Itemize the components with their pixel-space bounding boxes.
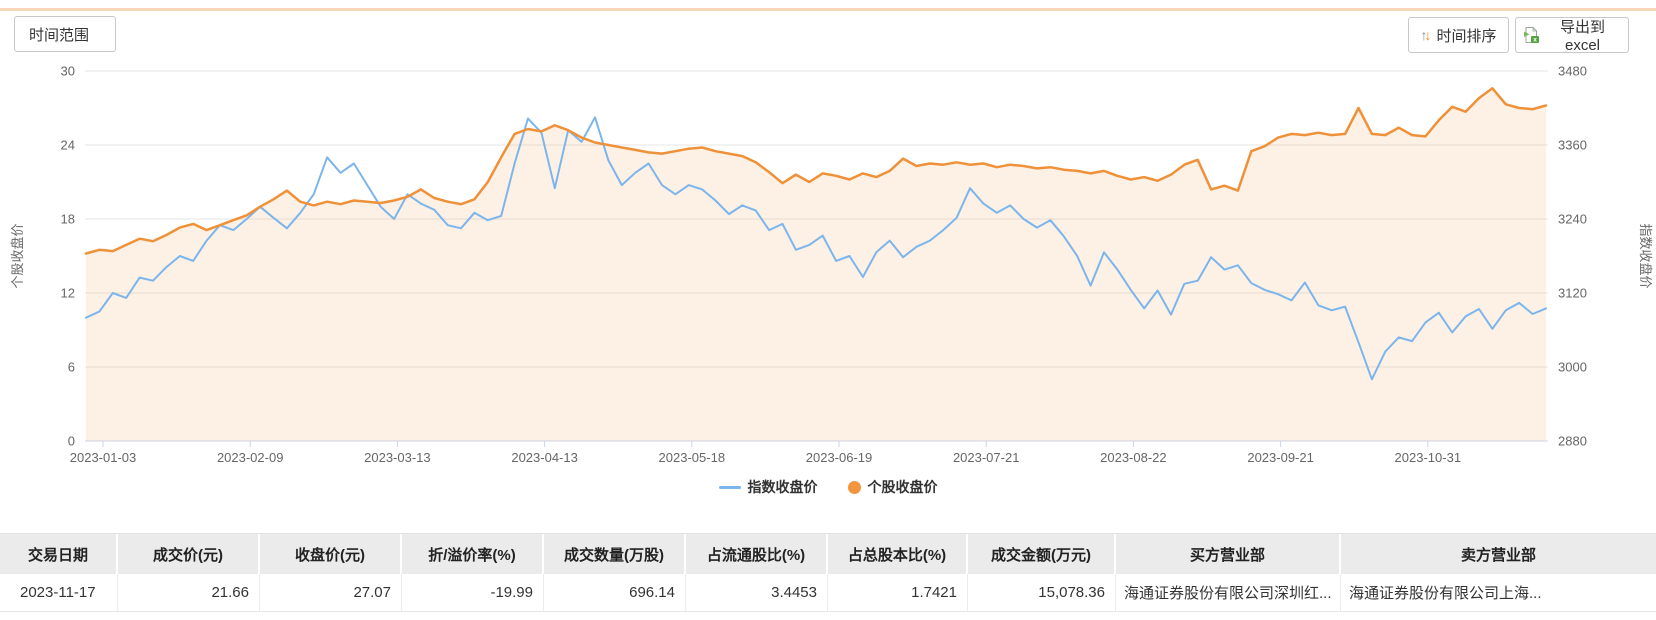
right-axis-tick: 2880: [1558, 434, 1587, 449]
right-axis-tick: 3120: [1558, 286, 1587, 301]
left-axis-tick: 24: [61, 138, 75, 153]
x-tick-label: 2023-02-09: [217, 450, 284, 465]
left-axis-tick: 0: [68, 434, 75, 449]
time-sort-label: 时间排序: [1436, 27, 1497, 45]
right-axis-title: 指数收盘价: [1638, 223, 1653, 288]
time-range-label: 时间范围: [29, 26, 90, 44]
table-header-cell-7: 成交金额(万元): [968, 534, 1116, 574]
excel-icon: x: [1522, 26, 1540, 44]
table-header-cell-2: 收盘价(元): [260, 534, 402, 574]
right-axis-tick: 3000: [1558, 360, 1587, 375]
x-tick-label: 2023-03-13: [364, 450, 431, 465]
table-body: 2023-11-17 21.66 27.07 -19.99 696.14 3.4453 1.…: [0, 574, 1656, 612]
table-cell-7: 15,078.36: [968, 574, 1116, 611]
table-header-cell-9: 卖方营业部: [1460, 546, 1536, 564]
sort-arrows-icon: ↑↓: [1420, 26, 1432, 43]
time-sort-button[interactable]: ↑↓ 时间排序: [1408, 17, 1509, 53]
orange-dot-swatch: [847, 480, 861, 494]
left-axis-tick: 30: [61, 64, 75, 79]
table-cell-0: 2023-11-17: [0, 574, 118, 611]
stock-area-fill: [86, 88, 1546, 442]
x-tick-label: 2023-09-21: [1247, 450, 1314, 465]
table-header-cell-4: 成交数量(万股): [544, 534, 686, 574]
x-tick-label: 2023-05-18: [659, 450, 726, 465]
legend-item-stock[interactable]: 个股收盘价: [847, 477, 938, 497]
table-cell-4: 696.14: [544, 574, 686, 611]
top-accent-line: [0, 8, 1656, 11]
x-tick-label: 2023-06-19: [806, 450, 873, 465]
blue-line-swatch: [718, 485, 741, 489]
right-axis-tick: 3480: [1558, 64, 1587, 79]
x-tick-label: 2023-04-13: [511, 450, 578, 465]
export-excel-label: 导出到excel: [1559, 19, 1605, 54]
legend-label-stock: 个股收盘价: [867, 479, 938, 495]
time-range-button[interactable]: 时间范围: [14, 16, 116, 52]
x-tick-label: 2023-08-22: [1100, 450, 1167, 465]
table-cell-5: 3.4453: [686, 574, 828, 611]
table-header-cell-3: 折/溢价率(%): [402, 534, 544, 574]
export-excel-button[interactable]: x 导出到excel: [1515, 17, 1629, 54]
table-cell-8: 海通证券股份有限公司深圳红...: [1116, 574, 1341, 611]
table-cell-9: 海通证券股份有限公司上海...: [1349, 585, 1542, 602]
table-cell-6: 1.7421: [828, 574, 968, 611]
left-axis-tick: 6: [68, 360, 75, 375]
table-data-row[interactable]: 2023-11-17 21.66 27.07 -19.99 696.14 3.4453 1.…: [0, 574, 1656, 612]
table-cell-2: 27.07: [260, 574, 402, 611]
x-tick-label: 2023-07-21: [953, 450, 1020, 465]
right-axis-tick: 3360: [1558, 138, 1587, 153]
table-header-cell-8: 买方营业部: [1116, 534, 1341, 574]
block-trades-table: 交易日期 成交价(元) 收盘价(元) 折/溢价率(%) 成交数量(万股) 占流通股比(%)…: [0, 533, 1656, 612]
left-axis-tick: 12: [61, 286, 75, 301]
table-cell-3: -19.99: [402, 574, 544, 611]
legend-item-index[interactable]: 指数收盘价: [718, 477, 818, 497]
svg-text:x: x: [1533, 37, 1537, 44]
right-axis-tick: 3240: [1558, 212, 1587, 227]
chart-legend: 指数收盘价 个股收盘价: [0, 474, 1656, 500]
table-header-cell-1: 成交价(元): [118, 534, 260, 574]
table-header-cell-0: 交易日期: [0, 534, 118, 574]
stock-index-line-chart[interactable]: 0 6 12 18 24 30 2880 3000 3120 3240 3360 3480 2023-0…: [0, 0, 1656, 470]
x-tick-label: 2023-01-03: [70, 450, 137, 465]
x-tick-label: 2023-10-31: [1395, 450, 1462, 465]
table-header-row: 交易日期 成交价(元) 收盘价(元) 折/溢价率(%) 成交数量(万股) 占流通股比(%)…: [0, 534, 1656, 574]
left-axis-tick: 18: [61, 212, 75, 227]
table-header-cell-5: 占流通股比(%): [686, 534, 828, 574]
table-cell-1: 21.66: [118, 574, 260, 611]
stock-series-line: [84, 87, 1548, 255]
legend-label-index: 指数收盘价: [747, 479, 818, 495]
table-header-cell-6: 占总股本比(%): [828, 534, 968, 574]
left-axis-title: 个股收盘价: [10, 223, 25, 288]
index-series-line: [85, 116, 1547, 381]
